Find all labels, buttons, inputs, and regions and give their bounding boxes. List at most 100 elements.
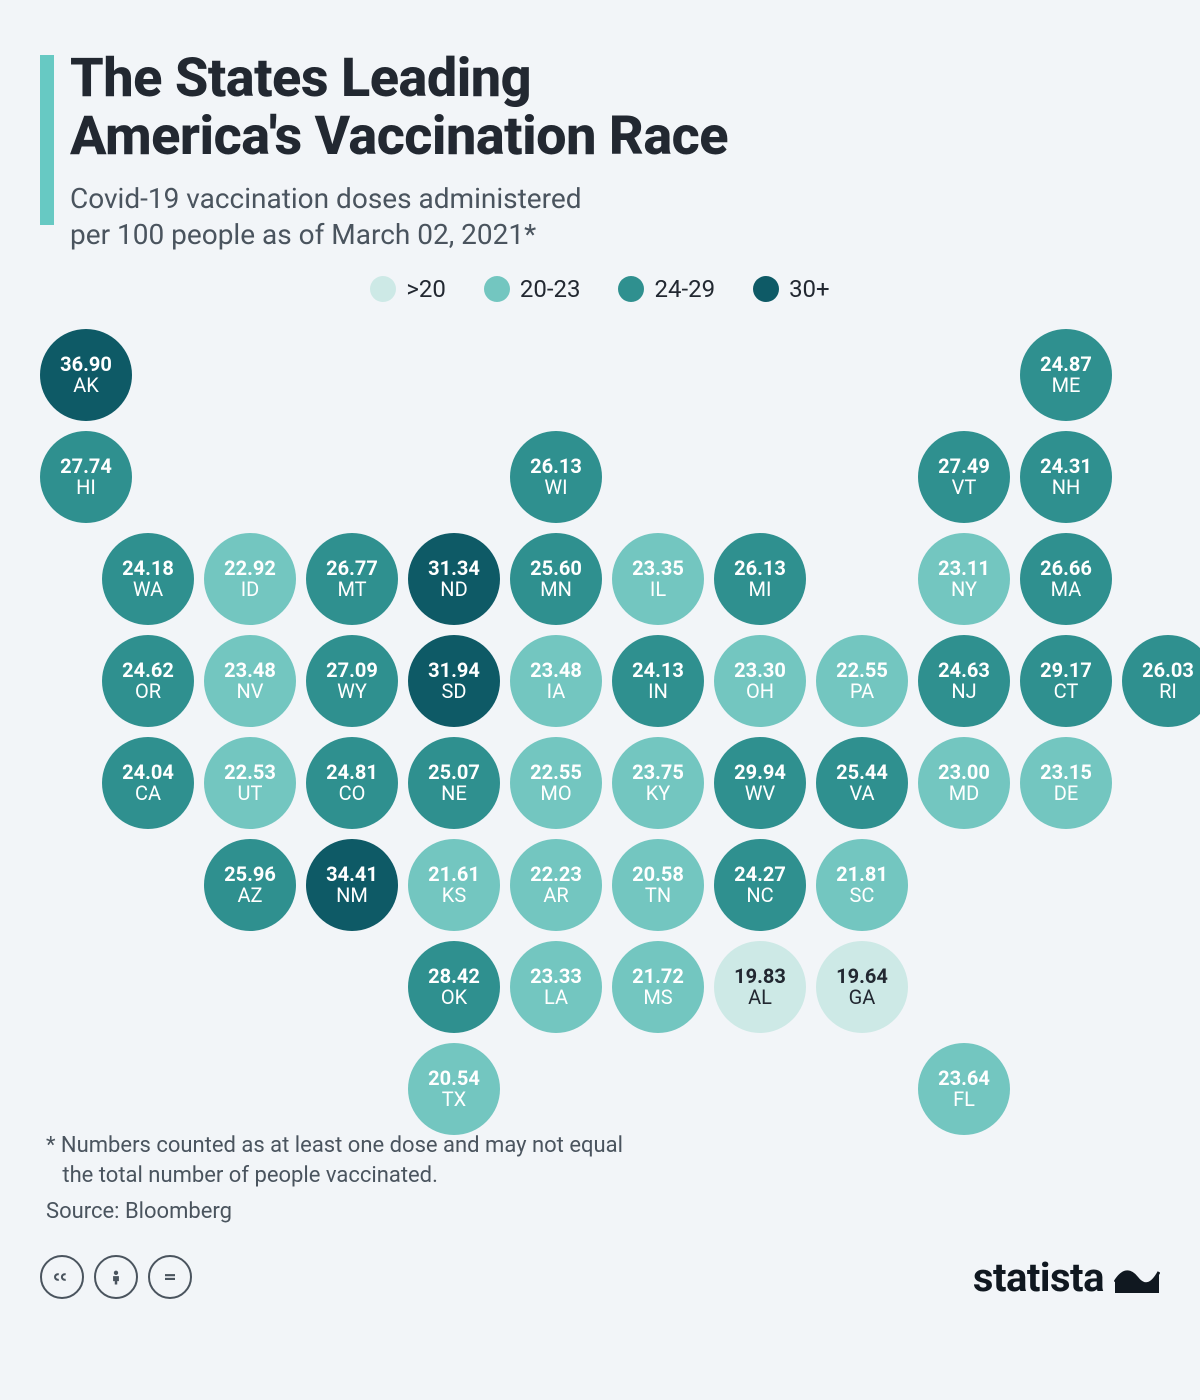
state-abbr: CA — [135, 783, 161, 804]
state-bubble-md: 23.00MD — [918, 737, 1010, 829]
state-value: 23.11 — [938, 558, 990, 579]
state-abbr: WV — [745, 783, 775, 804]
state-value: 28.42 — [428, 966, 480, 987]
state-bubble-fl: 23.64FL — [918, 1043, 1010, 1135]
title-line-2: America's Vaccination Race — [70, 105, 728, 168]
state-value: 22.23 — [530, 864, 582, 885]
state-value: 20.58 — [632, 864, 684, 885]
state-value: 24.62 — [122, 660, 174, 681]
state-abbr: MD — [949, 783, 980, 804]
state-bubble-de: 23.15DE — [1020, 737, 1112, 829]
legend-item: >20 — [370, 275, 446, 303]
subtitle-line-1: Covid-19 vaccination doses administered — [70, 182, 582, 215]
page-title: The States Leading America's Vaccination… — [70, 50, 1160, 167]
state-abbr: NM — [336, 885, 368, 906]
subtitle: Covid-19 vaccination doses administered … — [70, 181, 1160, 254]
state-value: 24.87 — [1040, 354, 1092, 375]
state-value: 26.66 — [1040, 558, 1092, 579]
state-bubble-ri: 26.03RI — [1122, 635, 1200, 727]
state-value: 31.94 — [428, 660, 480, 681]
state-abbr: VT — [952, 477, 977, 498]
header: The States Leading America's Vaccination… — [40, 50, 1160, 253]
license-icons — [40, 1255, 192, 1299]
state-bubble-va: 25.44VA — [816, 737, 908, 829]
state-bubble-sd: 31.94SD — [408, 635, 500, 727]
state-value: 21.61 — [428, 864, 480, 885]
state-abbr: AR — [543, 885, 568, 906]
legend-label: >20 — [406, 275, 446, 303]
state-abbr: GA — [849, 987, 876, 1008]
state-value: 24.18 — [122, 558, 174, 579]
state-value: 27.09 — [326, 660, 378, 681]
state-abbr: VA — [849, 783, 874, 804]
state-value: 24.13 — [632, 660, 684, 681]
source-line: Source: Bloomberg — [40, 1199, 1160, 1224]
brand-text: statista — [973, 1254, 1104, 1301]
state-value: 26.13 — [530, 456, 582, 477]
state-abbr: HI — [76, 477, 96, 498]
nd-icon — [148, 1255, 192, 1299]
state-value: 21.81 — [836, 864, 888, 885]
legend-item: 30+ — [753, 275, 830, 303]
state-abbr: OR — [135, 681, 161, 702]
state-value: 23.33 — [530, 966, 582, 987]
state-abbr: PA — [850, 681, 874, 702]
state-bubble-tx: 20.54TX — [408, 1043, 500, 1135]
state-bubble-nj: 24.63NJ — [918, 635, 1010, 727]
state-abbr: TX — [442, 1089, 466, 1110]
state-bubble-nh: 24.31NH — [1020, 431, 1112, 523]
state-bubble-nd: 31.34ND — [408, 533, 500, 625]
state-abbr: NY — [951, 579, 977, 600]
state-value: 24.04 — [122, 762, 174, 783]
state-value: 34.41 — [326, 864, 378, 885]
legend: >2020-2324-2930+ — [40, 275, 1160, 303]
state-value: 23.30 — [734, 660, 786, 681]
state-bubble-ak: 36.90AK — [40, 329, 132, 421]
state-bubble-mi: 26.13MI — [714, 533, 806, 625]
state-bubble-nm: 34.41NM — [306, 839, 398, 931]
legend-label: 24-29 — [654, 275, 715, 303]
state-bubble-ok: 28.42OK — [408, 941, 500, 1033]
state-bubble-in: 24.13IN — [612, 635, 704, 727]
state-value: 24.27 — [734, 864, 786, 885]
subtitle-line-2: per 100 people as of March 02, 2021* — [70, 218, 536, 251]
legend-label: 30+ — [789, 275, 830, 303]
state-abbr: AZ — [237, 885, 262, 906]
state-bubble-ar: 22.23AR — [510, 839, 602, 931]
state-value: 26.77 — [326, 558, 378, 579]
state-abbr: NV — [236, 681, 263, 702]
state-value: 23.15 — [1040, 762, 1092, 783]
state-abbr: KY — [646, 783, 671, 804]
state-abbr: ID — [241, 579, 260, 600]
state-value: 26.03 — [1142, 660, 1194, 681]
brand: statista — [973, 1254, 1160, 1301]
state-abbr: LA — [544, 987, 568, 1008]
state-bubble-ga: 19.64GA — [816, 941, 908, 1033]
footer: statista — [40, 1254, 1160, 1301]
cc-icon — [40, 1255, 84, 1299]
state-bubble-mo: 22.55MO — [510, 737, 602, 829]
by-icon — [94, 1255, 138, 1299]
legend-dot-icon — [618, 276, 644, 302]
state-abbr: IN — [648, 681, 668, 702]
state-bubble-vt: 27.49VT — [918, 431, 1010, 523]
state-abbr: MS — [643, 987, 672, 1008]
accent-bar — [40, 55, 54, 225]
footnote: * Numbers counted as at least one dose a… — [40, 1131, 1160, 1190]
state-bubble-il: 23.35IL — [612, 533, 704, 625]
state-abbr: ND — [440, 579, 467, 600]
state-bubble-al: 19.83AL — [714, 941, 806, 1033]
state-value: 21.72 — [632, 966, 684, 987]
state-value: 22.55 — [530, 762, 582, 783]
legend-dot-icon — [484, 276, 510, 302]
legend-dot-icon — [370, 276, 396, 302]
state-bubble-oh: 23.30OH — [714, 635, 806, 727]
legend-dot-icon — [753, 276, 779, 302]
state-abbr: NE — [441, 783, 467, 804]
state-abbr: WI — [544, 477, 567, 498]
state-bubble-mn: 25.60MN — [510, 533, 602, 625]
state-abbr: FL — [953, 1089, 975, 1110]
state-bubble-me: 24.87ME — [1020, 329, 1112, 421]
state-value: 25.60 — [530, 558, 582, 579]
state-bubble-sc: 21.81SC — [816, 839, 908, 931]
